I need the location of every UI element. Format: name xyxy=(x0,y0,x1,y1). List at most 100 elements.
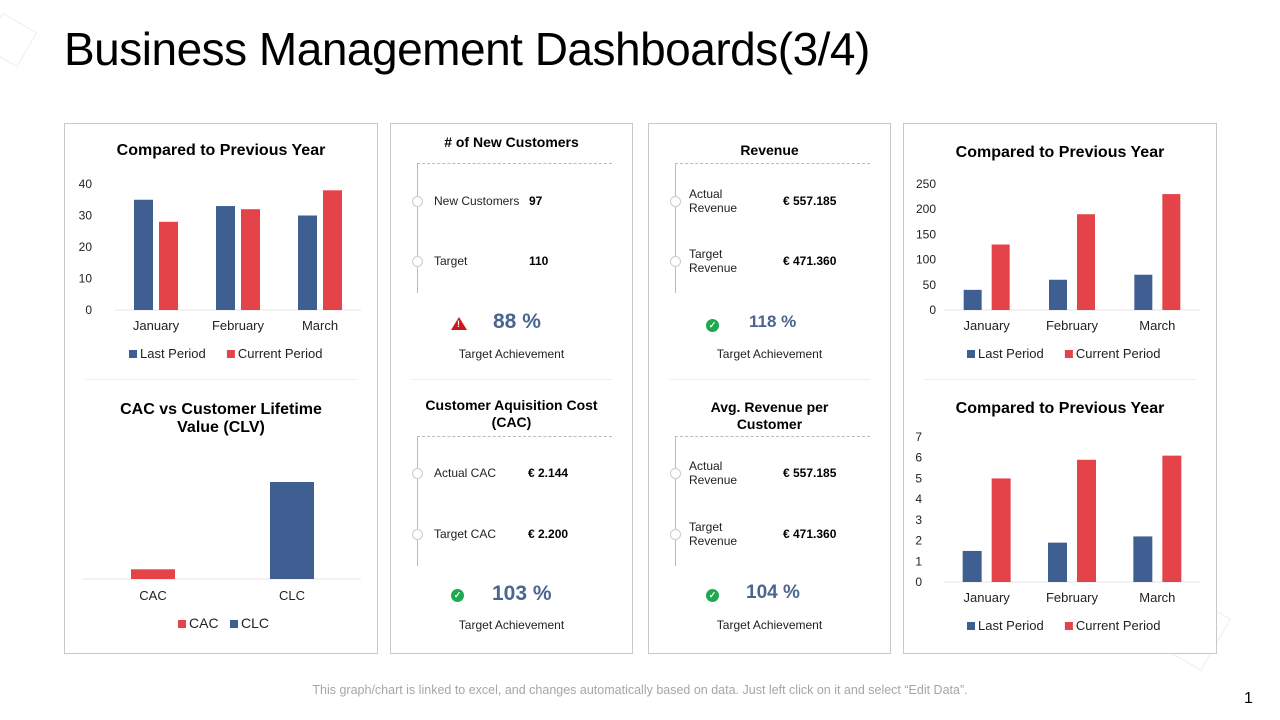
kpi-row-value: € 471.360 xyxy=(783,527,837,541)
kpi-avg-revenue-per-customer: Avg. Revenue per Customer Actual Revenue… xyxy=(649,394,890,659)
y-tick-label: 20 xyxy=(79,240,93,254)
bar-current-period xyxy=(991,244,1010,310)
kpi-new-customers: # of New Customers New Customers 97 Targ… xyxy=(391,124,632,389)
x-tick-label: CLC xyxy=(279,588,305,603)
target-achievement-label: Target Achievement xyxy=(458,347,565,361)
x-tick-label: January xyxy=(964,590,1011,605)
kpi-row-label: Actual CAC xyxy=(434,466,497,480)
bar-last-period xyxy=(962,550,982,582)
target-achievement-label: Target Achievement xyxy=(716,347,823,361)
divider xyxy=(669,379,870,380)
y-tick-label: 30 xyxy=(79,209,93,223)
y-tick-label: 150 xyxy=(916,227,936,241)
kpi-row-value: € 557.185 xyxy=(783,194,837,208)
legend-label: CAC xyxy=(189,615,219,631)
x-tick-label: March xyxy=(1139,590,1175,605)
timeline-dot xyxy=(412,468,423,479)
legend-swatch xyxy=(1064,622,1073,630)
y-tick-label: 100 xyxy=(916,253,936,267)
kpi-cac: Customer Aquisition Cost (CAC) Actual CA… xyxy=(391,394,632,659)
check-circle-icon: ✓ xyxy=(451,589,464,602)
bar-current-period xyxy=(1077,214,1095,310)
x-tick-label: March xyxy=(302,318,338,333)
y-tick-label: 250 xyxy=(916,177,936,191)
legend-swatch xyxy=(967,350,975,358)
x-tick-label: March xyxy=(1139,318,1175,333)
bar-current-period xyxy=(991,478,1011,582)
legend-label: CLC xyxy=(241,615,269,631)
legend-swatch xyxy=(1064,350,1073,358)
y-tick-label: 6 xyxy=(915,451,922,465)
chart-title: Compared to Previous Year xyxy=(116,142,326,159)
dashed-divider xyxy=(675,436,870,437)
y-tick-label: 0 xyxy=(85,303,92,317)
legend-label: Current Period xyxy=(1076,346,1161,361)
warning-triangle-icon: ! xyxy=(451,317,467,330)
y-tick-label: 1 xyxy=(915,554,922,568)
kpi-title: Revenue xyxy=(740,142,799,158)
y-tick-label: 200 xyxy=(916,202,936,216)
target-achievement-percent: 88 % xyxy=(493,310,541,333)
target-achievement-label: Target Achievement xyxy=(458,618,565,632)
kpi-row-label: New Customers xyxy=(434,194,520,208)
timeline-line xyxy=(675,436,676,566)
bar-last-period xyxy=(1049,279,1067,310)
target-achievement-percent: 104 % xyxy=(746,582,800,603)
chart-compared-previous-year-1: 0 10 20 30 40 January February March Last Period… xyxy=(79,177,361,361)
page-number: 1 xyxy=(1244,690,1253,707)
timeline-dot xyxy=(412,256,423,267)
panel-kpi-revenue: Revenue Actual Revenue € 557.185 Target … xyxy=(648,123,891,654)
y-tick-label: 3 xyxy=(915,513,922,527)
bar-current-period xyxy=(1077,459,1096,582)
kpi-row-label: Actual Revenue xyxy=(689,459,738,487)
x-tick-label: February xyxy=(1046,318,1099,333)
bar-current-period xyxy=(159,221,178,310)
y-tick-label: 4 xyxy=(915,492,922,506)
kpi-row-value: € 2.144 xyxy=(528,466,569,480)
divider xyxy=(924,379,1196,380)
timeline-line xyxy=(417,436,418,566)
panel-kpi-customers: # of New Customers New Customers 97 Targ… xyxy=(390,123,633,654)
x-tick-label: January xyxy=(964,318,1011,333)
y-tick-label: 7 xyxy=(915,430,922,444)
chart-title: CAC vs Customer Lifetime Value (CLV) xyxy=(120,401,322,436)
kpi-row-value: 110 xyxy=(529,254,549,268)
legend-label: Current Period xyxy=(1076,618,1161,633)
kpi-row-value: € 557.185 xyxy=(783,466,837,480)
panel-right: Compared to Previous Year 0 50 100 150 200 25… xyxy=(903,123,1217,654)
target-achievement-percent: 118 % xyxy=(749,312,797,331)
bar-current-period xyxy=(1162,194,1181,310)
kpi-row-value: € 2.200 xyxy=(528,527,569,541)
kpi-row-label: Actual Revenue xyxy=(689,187,738,215)
legend-label: Last Period xyxy=(978,618,1044,633)
bar-current-period xyxy=(1162,455,1182,582)
y-tick-label: 50 xyxy=(923,278,937,292)
bar-last-period xyxy=(1048,542,1067,582)
kpi-row-label: Target Revenue xyxy=(689,247,738,275)
timeline-dot xyxy=(670,196,681,207)
bar-current-period xyxy=(323,190,342,310)
y-tick-label: 5 xyxy=(915,471,922,485)
panel-left: Compared to Previous Year 0 10 20 30 40 Janua… xyxy=(64,123,378,654)
bar-current-period xyxy=(241,209,260,310)
x-tick-label: CAC xyxy=(139,588,166,603)
chart-title: Compared to Previous Year xyxy=(955,144,1165,161)
timeline-dot xyxy=(412,529,423,540)
chart-cac-vs-clv: CAC CLC CAC CLC xyxy=(83,482,361,631)
x-tick-label: February xyxy=(1046,590,1099,605)
kpi-revenue: Revenue Actual Revenue € 557.185 Target … xyxy=(649,124,890,389)
dashed-divider xyxy=(417,436,612,437)
legend-swatch xyxy=(230,620,238,628)
kpi-row-label: Target xyxy=(434,254,468,268)
y-tick-label: 10 xyxy=(79,272,93,286)
kpi-title: Avg. Revenue per Customer xyxy=(710,399,829,432)
bar-last-period xyxy=(1134,274,1153,310)
y-tick-label: 0 xyxy=(915,575,922,589)
legend-label: Current Period xyxy=(238,346,323,361)
timeline-dot xyxy=(670,468,681,479)
page-title: Business Management Dashboards(3/4) xyxy=(64,23,870,75)
check-circle-icon: ✓ xyxy=(706,319,719,332)
bar-last-period xyxy=(1133,536,1153,582)
check-circle-icon: ✓ xyxy=(706,589,719,602)
divider xyxy=(85,379,357,380)
